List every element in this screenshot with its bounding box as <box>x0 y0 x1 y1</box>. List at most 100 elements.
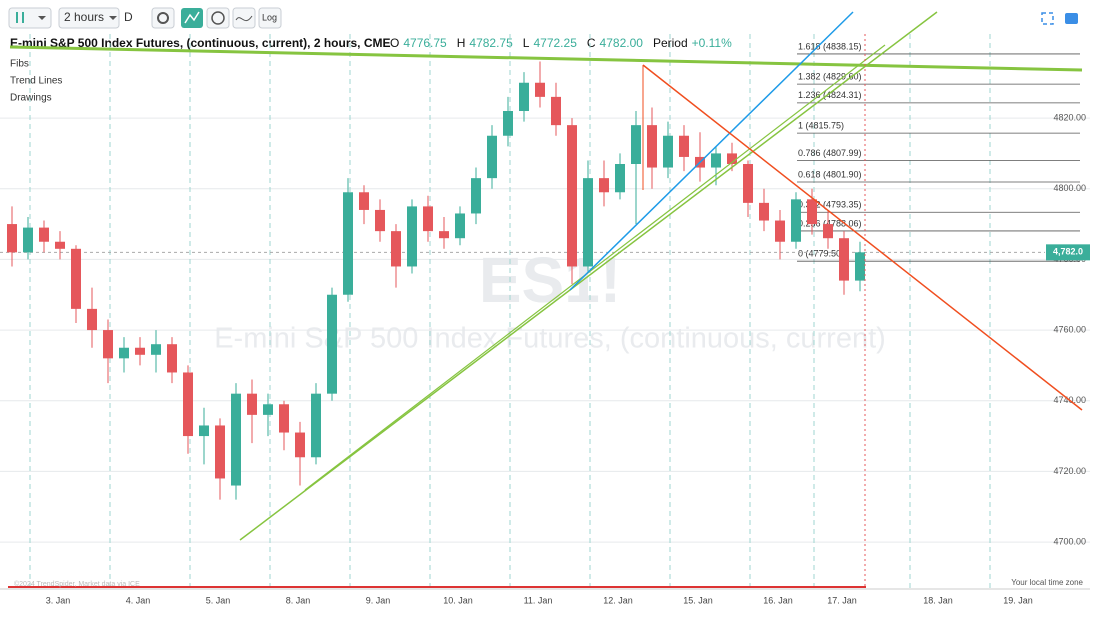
candle-body <box>775 220 785 242</box>
candle-body <box>823 224 833 239</box>
candle-body <box>519 82 529 112</box>
candle-body <box>183 372 193 437</box>
fib-label: 0.618 (4801.90) <box>798 169 862 179</box>
candle-body <box>759 202 769 221</box>
trend-line[interactable] <box>9 45 1083 72</box>
candle-body <box>727 153 737 165</box>
draw-button[interactable] <box>232 7 256 29</box>
legend-item[interactable]: Fibs <box>10 59 29 70</box>
last-price-tag <box>1046 244 1090 261</box>
candle-body <box>263 404 273 415</box>
snapshot-button[interactable] <box>1065 13 1078 24</box>
fib-label: 1 (4815.75) <box>798 120 844 130</box>
candle-body <box>583 178 593 267</box>
candle-body <box>279 404 289 433</box>
log-label: Log <box>262 12 277 22</box>
candle-body <box>359 192 369 210</box>
fib-label: 0.382 (4793.35) <box>798 200 862 210</box>
candle-body <box>311 393 321 458</box>
quote-value: 4776.75 <box>403 36 447 50</box>
candle-body <box>151 344 161 355</box>
icon <box>157 12 169 24</box>
x-tick-label: 8. Jan <box>286 595 311 605</box>
candle-body <box>71 248 81 309</box>
quote: O 4776.75 H 4782.75 L 4772.25 C 4782.00 Period +0… <box>390 36 732 50</box>
candle-body <box>631 125 641 165</box>
log-button[interactable] <box>258 7 282 29</box>
fib-label: 1.618 (4838.15) <box>798 41 862 51</box>
quote-value: 4782.00 <box>600 36 644 50</box>
trend-line[interactable] <box>642 64 1083 411</box>
candle-body <box>39 227 49 242</box>
candle-body <box>663 135 673 168</box>
candle-body <box>231 393 241 486</box>
y-tick-label: 4820.00 <box>1053 112 1086 122</box>
candle-body <box>87 308 97 331</box>
candle-body <box>327 294 337 394</box>
quote-value: 4782.75 <box>469 36 513 50</box>
last-price-label: 4,782.0 <box>1053 247 1083 257</box>
fib-label: 1.382 (4829.60) <box>798 72 862 82</box>
interval-select[interactable] <box>58 7 120 29</box>
candle-body <box>55 241 65 249</box>
x-tick-label: 18. Jan <box>923 595 953 605</box>
fullscreen-button[interactable] <box>1041 12 1054 25</box>
trend-line[interactable] <box>304 44 886 491</box>
quote-label: C <box>587 36 596 50</box>
candle-body <box>199 425 209 437</box>
candle-body <box>503 111 513 136</box>
x-tick-label: 17. Jan <box>827 595 857 605</box>
candle-body <box>551 96 561 126</box>
legend-item[interactable]: Drawings <box>10 93 52 104</box>
candle-body <box>455 213 465 239</box>
candle-body <box>567 125 577 267</box>
legend-item[interactable]: Trend Lines <box>10 76 62 87</box>
candle-body <box>423 206 433 232</box>
icon <box>38 16 46 20</box>
chart-type-button[interactable] <box>8 7 52 29</box>
quote-label: L <box>523 36 530 50</box>
candle-body <box>407 206 417 267</box>
y-tick-label: 4700.00 <box>1053 536 1086 546</box>
y-tick-label: 4800.00 <box>1053 183 1086 193</box>
watermark-subtitle: E-mini S&P 500 Index Futures, (continuou… <box>214 323 886 355</box>
icon <box>109 16 117 20</box>
icon <box>235 15 253 22</box>
candle-body <box>167 344 177 373</box>
x-tick-label: 15. Jan <box>683 595 713 605</box>
candle-body <box>343 192 353 295</box>
fib-label: 0.786 (4807.99) <box>798 148 862 158</box>
icon <box>16 12 18 23</box>
x-tick-label: 9. Jan <box>366 595 391 605</box>
clock-button[interactable] <box>206 7 230 29</box>
x-tick-label: 4. Jan <box>126 595 151 605</box>
fib-label: 0 (4779.50) <box>798 249 844 259</box>
candle-body <box>791 199 801 242</box>
fib-label: 1.236 (4824.31) <box>798 90 862 100</box>
candle-body <box>679 135 689 157</box>
icon <box>184 11 200 24</box>
trend-line[interactable] <box>569 11 854 291</box>
x-tick-label: 12. Jan <box>603 595 633 605</box>
x-tick-label: 10. Jan <box>443 595 473 605</box>
interval-short[interactable]: D <box>124 10 133 24</box>
candle-body <box>135 347 145 355</box>
settings-button[interactable] <box>151 7 175 29</box>
candle-body <box>7 224 17 253</box>
chart-title: E-mini S&P 500 Index Futures, (continuou… <box>10 36 391 50</box>
trend-line[interactable] <box>239 11 938 541</box>
candle-body <box>471 178 481 214</box>
interval: 2 hours <box>64 10 104 24</box>
quote-label: O <box>390 36 399 50</box>
candle-body <box>647 125 657 168</box>
x-tick-label: 16. Jan <box>763 595 793 605</box>
fib-label: 0.236 (4788.06) <box>798 218 862 228</box>
candle-body <box>615 164 625 193</box>
x-tick-label: 11. Jan <box>524 595 553 605</box>
candle-body <box>743 164 753 203</box>
candle-body <box>839 238 849 281</box>
candle-body <box>23 227 33 253</box>
candle-body <box>599 178 609 193</box>
